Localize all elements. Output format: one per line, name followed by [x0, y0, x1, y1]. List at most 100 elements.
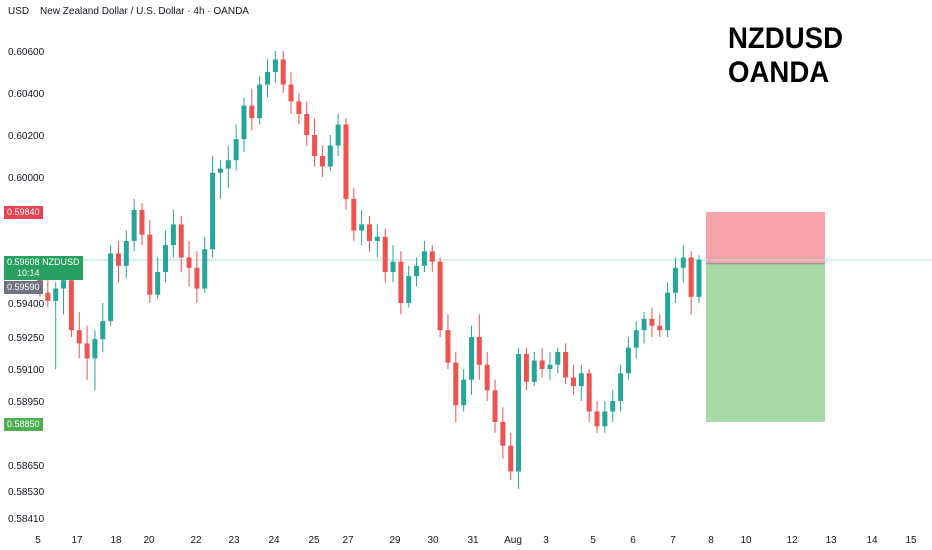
candle-body: [367, 224, 372, 241]
candle-body: [476, 337, 482, 365]
candle-body: [461, 379, 467, 406]
candle-body: [516, 354, 522, 472]
candle-body: [374, 236, 380, 241]
candle: [696, 255, 702, 303]
candle: [374, 224, 380, 258]
candle-body: [421, 251, 427, 266]
candle: [461, 369, 467, 412]
candle-body: [390, 261, 396, 272]
candle: [280, 51, 286, 93]
candle-body: [53, 288, 59, 301]
candle: [210, 156, 216, 258]
candle: [265, 59, 271, 98]
x-tick-label: 12: [786, 535, 798, 546]
x-tick-label: 8: [708, 535, 714, 546]
candle: [155, 257, 161, 299]
candle-body: [414, 265, 420, 277]
candle: [437, 257, 443, 337]
x-tick-label: 20: [143, 535, 155, 546]
candle-body: [100, 321, 106, 340]
position-zones[interactable]: [706, 212, 825, 422]
candle: [555, 347, 561, 374]
candle-body: [406, 276, 412, 303]
y-tick-label: 0.58410: [8, 514, 45, 525]
candle-body: [680, 257, 686, 268]
candle-body: [147, 234, 153, 295]
candle: [468, 325, 474, 395]
candle: [570, 364, 576, 395]
candle: [367, 216, 372, 252]
candle: [508, 432, 514, 481]
y-tick-label: 0.58530: [8, 487, 45, 498]
x-tick-label: Aug: [504, 535, 522, 546]
candle: [657, 314, 663, 337]
candle: [633, 321, 639, 359]
current-price-label: 0.59608 NZDUSD 10:14: [4, 256, 83, 280]
candle-body: [194, 267, 200, 289]
candle: [610, 390, 616, 422]
candle: [233, 124, 239, 171]
candle: [288, 72, 294, 114]
candle-body: [468, 337, 474, 380]
candle-body: [492, 390, 498, 422]
candle: [390, 245, 396, 283]
candle: [76, 312, 82, 359]
candle-body: [265, 72, 271, 85]
candle-body: [178, 224, 184, 258]
y-tick-label: 0.60600: [8, 47, 45, 58]
candle-body: [233, 139, 239, 161]
candle-body: [115, 253, 121, 266]
candle: [500, 407, 506, 459]
candle: [445, 314, 451, 369]
candle: [665, 282, 671, 337]
x-tick-label: 31: [467, 535, 479, 546]
x-tick-label: 14: [866, 535, 878, 546]
title-line-broker: OANDA: [728, 56, 830, 89]
candle-body: [453, 362, 459, 406]
candle-body: [610, 401, 616, 412]
candle: [170, 209, 176, 258]
candle: [202, 236, 208, 293]
candle-body: [249, 105, 255, 119]
candle-body: [586, 373, 592, 412]
candle-body: [272, 59, 278, 72]
candle-body: [618, 373, 624, 401]
candle-body: [76, 330, 82, 344]
stop-loss-zone: [706, 212, 825, 264]
x-tick-label: 3: [543, 535, 549, 546]
candle-body: [570, 377, 576, 387]
candle: [249, 88, 255, 131]
candle: [578, 364, 584, 401]
candle: [476, 314, 482, 380]
x-tick-label: 18: [110, 535, 122, 546]
candle-body: [92, 339, 98, 359]
x-tick-label: 27: [342, 535, 354, 546]
candle: [257, 76, 263, 125]
candle: [343, 118, 349, 210]
candle: [359, 209, 365, 246]
candle-body: [649, 318, 655, 326]
candle: [602, 401, 608, 433]
candle-body: [351, 198, 357, 231]
candle-body: [304, 114, 310, 135]
candle: [563, 343, 569, 384]
candle: [123, 230, 129, 279]
candle: [272, 51, 278, 83]
candle-body: [429, 251, 435, 262]
candle-body: [202, 249, 208, 289]
candle-body: [657, 325, 663, 331]
candle-body: [398, 261, 404, 303]
candle-body: [445, 330, 451, 363]
candle-body: [602, 411, 608, 427]
candle-body: [225, 160, 231, 169]
candle-body: [382, 236, 388, 272]
candle-body: [484, 364, 490, 391]
candle-body: [688, 257, 694, 297]
candle: [241, 97, 247, 152]
candle: [53, 282, 59, 369]
candle: [688, 251, 694, 315]
candle: [351, 187, 357, 241]
candle-body: [84, 343, 90, 359]
candle-body: [547, 364, 553, 369]
